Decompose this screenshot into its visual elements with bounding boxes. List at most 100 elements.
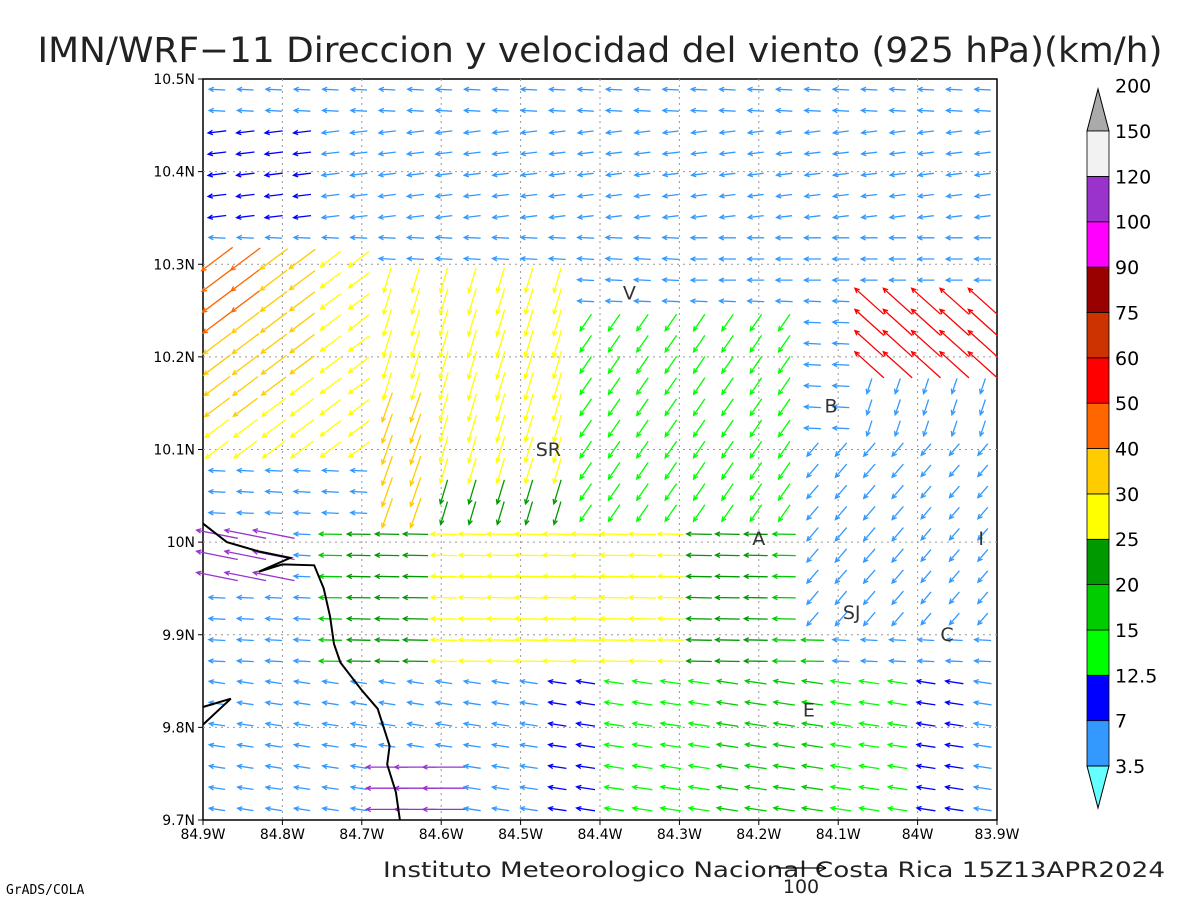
wind-vector	[831, 298, 850, 304]
wind-vector	[347, 356, 370, 374]
wind-vector	[659, 763, 682, 770]
wind-vector	[348, 150, 368, 157]
wind-vector	[552, 501, 562, 526]
wind-vector	[627, 615, 657, 622]
wind-vector	[800, 805, 824, 812]
wind-vector	[523, 436, 534, 464]
wind-vector	[236, 86, 254, 93]
wind-vector	[552, 309, 563, 338]
wind-vector	[607, 462, 621, 481]
wind-vector	[802, 425, 821, 431]
wind-vector	[831, 129, 849, 136]
y-tick-label: 9.7N	[162, 813, 195, 829]
wind-vector	[466, 309, 478, 338]
wind-vector	[462, 806, 481, 812]
wind-vector	[802, 361, 821, 368]
wind-vector	[519, 721, 538, 727]
x-axis-ticks: 84.9W 84.8W 84.7W 84.6W 84.5W 84.4W 84.3W 84.2W…	[180, 820, 1020, 843]
wind-vector	[920, 591, 932, 605]
wind-vector	[551, 329, 563, 359]
wind-vector	[692, 377, 706, 396]
wind-vector	[922, 378, 930, 396]
wind-vector	[749, 504, 763, 523]
wind-vector	[973, 107, 991, 114]
y-tick-label: 10.3N	[153, 257, 195, 273]
wind-vector	[434, 255, 453, 262]
wind-vector	[524, 501, 534, 526]
wind-vector	[547, 678, 567, 685]
wind-vector	[434, 679, 453, 685]
wind-vector	[689, 235, 708, 241]
wind-vector	[349, 700, 367, 706]
wind-vector	[920, 527, 932, 542]
wind-vector	[944, 805, 964, 812]
wind-vector	[466, 414, 478, 444]
wind-vector	[207, 784, 226, 791]
colorbar-label: 150	[1115, 121, 1151, 143]
wind-vector	[631, 721, 653, 727]
wind-vector	[513, 552, 544, 558]
wind-vector	[409, 498, 422, 530]
wind-vector	[772, 678, 795, 685]
wind-vector	[685, 594, 712, 601]
wind-vector	[746, 235, 765, 241]
wind-vector	[635, 419, 649, 438]
wind-vector	[495, 267, 506, 294]
wind-vector	[802, 298, 821, 304]
wind-vector	[718, 107, 736, 114]
wind-vector	[973, 235, 992, 241]
wind-vector	[888, 235, 906, 241]
wind-vector	[888, 193, 906, 199]
wind-vector	[381, 309, 392, 338]
place-label: SR	[536, 439, 561, 461]
wind-vector	[523, 457, 534, 485]
wind-vector	[858, 742, 880, 749]
wind-vector	[203, 375, 231, 397]
wind-vector	[349, 763, 367, 770]
wind-vector	[495, 501, 505, 526]
wind-vector	[690, 193, 708, 199]
wind-vector	[575, 721, 596, 727]
wind-vector	[292, 129, 312, 136]
wind-vector	[938, 329, 970, 358]
wind-vector	[263, 193, 283, 199]
wind-vector	[579, 398, 593, 417]
wind-vector	[195, 549, 238, 561]
wind-vector	[916, 235, 935, 241]
x-tick-label: 84.7W	[339, 827, 384, 843]
wind-vector	[746, 256, 765, 262]
wind-vector	[721, 335, 734, 354]
wind-vector	[552, 288, 562, 316]
wind-vector	[292, 700, 311, 706]
wind-vector	[771, 658, 796, 664]
wind-vector	[292, 193, 312, 199]
wind-vector	[635, 335, 649, 354]
wind-vector	[519, 129, 538, 136]
wind-vector	[292, 721, 311, 727]
wind-vector	[945, 129, 963, 136]
wind-vector	[687, 678, 710, 685]
wind-vector	[718, 214, 736, 220]
wind-vector	[235, 594, 254, 601]
wind-vector	[607, 335, 621, 354]
wind-vector	[888, 86, 906, 93]
wind-vector	[633, 193, 651, 199]
y-tick-label: 9.9N	[162, 628, 195, 644]
wind-vector	[434, 107, 453, 114]
wind-vector	[345, 637, 371, 643]
wind-vector	[438, 329, 449, 359]
wind-vector	[685, 637, 712, 643]
wind-vector	[485, 615, 515, 622]
wind-vector	[548, 129, 566, 136]
wind-vector	[829, 678, 852, 685]
wind-vector	[806, 569, 819, 585]
wind-vector	[689, 107, 708, 114]
wind-vector	[381, 498, 394, 530]
wind-vector	[976, 464, 989, 478]
wind-vector	[349, 86, 368, 93]
wind-vector	[519, 150, 538, 157]
wind-vector	[264, 784, 282, 791]
wind-vector	[552, 414, 563, 444]
wind-vector	[749, 313, 763, 333]
wind-vector	[858, 721, 880, 727]
